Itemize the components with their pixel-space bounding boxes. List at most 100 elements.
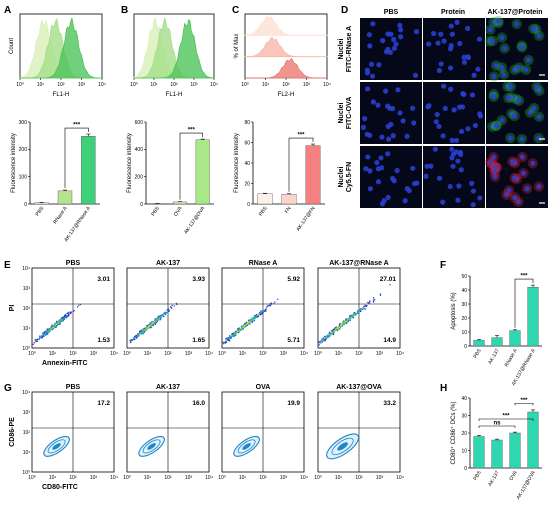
panel-label-a: A: [4, 5, 11, 16]
flowG-xtick: 10⁴: [396, 475, 404, 481]
C-bar-ytick: 40: [244, 161, 250, 167]
flowG-xtick: 10⁰: [123, 475, 131, 481]
flowG-xtick: 10¹: [144, 475, 152, 481]
A-bar-category-2: RNase A: [52, 205, 69, 225]
panel-label-f: F: [440, 260, 446, 271]
H-bar-category-3: OVA: [508, 469, 519, 481]
F-bar-ylabel: Apoptosis (%): [451, 292, 457, 329]
flowE-xtick: 10³: [185, 351, 193, 357]
C-bar-significance: ***: [297, 133, 305, 139]
flowG-ur-4: 33.2: [383, 400, 396, 407]
histogram-a-tick: 10⁴: [98, 82, 106, 88]
micro-row-nuclei-1: Nuclei: [338, 38, 345, 59]
histogram-c-tick: 10⁰: [241, 82, 249, 88]
A-bar-ytick: 0: [24, 202, 27, 208]
flow-plots-e: PBS3.011.5310⁰10⁰10¹10¹10²10²10³10³10⁴10…: [9, 260, 404, 367]
H-bar-significance-3: ***: [520, 398, 528, 404]
histogram-b-tick: 10¹: [150, 82, 158, 88]
flowE-xlabel: Annexin-FITC: [42, 360, 88, 367]
B-bar-bar-2: [172, 201, 187, 205]
flowE-xtick: 10¹: [49, 351, 57, 357]
flowG-xtick: 10²: [69, 475, 77, 481]
flowG-title-2: AK-137: [156, 384, 180, 391]
F-bar-ytick: 10: [461, 330, 467, 336]
histogram-c-tick: 10¹: [262, 82, 270, 88]
histogram-b-curve-3: [134, 19, 215, 79]
flowE-xtick: 10¹: [335, 351, 343, 357]
bar-chart-h: CD80⁺ CD86⁺ DCs (%) 0 10 20 30 40 PBS AK-137 OVA…: [450, 396, 542, 501]
flowE-ur-4: 27.01: [380, 276, 397, 283]
A-bar-significance: ***: [73, 123, 81, 129]
flowG-xtick: 10²: [355, 475, 363, 481]
flowG-xtick: 10⁰: [314, 475, 322, 481]
histogram-a-xlabel: FL1-H: [53, 92, 70, 98]
flowG-title-4: AK-137@OVA: [336, 384, 382, 391]
flowE-xtick: 10²: [164, 351, 172, 357]
C-bar-ytick: 80: [244, 120, 250, 126]
flowG-xtick: 10¹: [49, 475, 57, 481]
flowE-title-4: AK-137@RNase A: [329, 260, 388, 267]
A-bar-ytick: 300: [19, 120, 28, 126]
F-bar-ytick: 20: [461, 316, 467, 322]
flowE-lr-1: 1.53: [97, 337, 110, 344]
flowE-xtick: 10⁰: [28, 351, 36, 357]
flowG-ur-1: 17.2: [97, 400, 110, 407]
histogram-b: 10⁰ 10¹ 10² 10³ 10⁴ FL1-H: [130, 13, 218, 98]
flowE-ylabel: PI: [9, 305, 16, 312]
flowE-ur-1: 3.01: [97, 276, 110, 283]
histogram-a: Count 10⁰ 10¹ 10² 10³ 10⁴ FL1-H: [9, 13, 106, 98]
H-bar-ylabel: CD80⁺ CD86⁺ DCs (%): [450, 401, 457, 464]
C-bar-ylabel: Fluorescence intensity: [234, 133, 240, 193]
flowE-lr-2: 1.65: [192, 337, 205, 344]
panel-label-e: E: [4, 260, 11, 271]
flowE-ytick: 10²: [23, 306, 31, 312]
C-bar-bar-3: [305, 145, 321, 205]
micro-col-2: Protein: [441, 9, 465, 16]
F-bar-bar-4: [527, 287, 539, 347]
H-bar-significance-2: ***: [502, 414, 510, 420]
micro-col-1: PBS: [384, 9, 399, 16]
micro-row-nuclei-2: Nuclei: [338, 102, 345, 123]
flowG-ytick: 10⁴: [22, 390, 30, 396]
histogram-a-curve-3: [20, 17, 102, 79]
flowG-ytick: 10⁰: [22, 470, 30, 476]
flowE-xtick: 10³: [90, 351, 98, 357]
micro-row-label-1: FITC-RNase A: [346, 26, 353, 72]
flowE-xtick: 10²: [355, 351, 363, 357]
micro-row-nuclei-3: Nuclei: [338, 166, 345, 187]
panel-label-d: D: [341, 5, 348, 16]
flowG-ytick: 10³: [23, 410, 31, 416]
A-bar-bar-3: [81, 136, 96, 205]
H-bar-category-2: AK-137: [487, 470, 501, 488]
A-bar-ylabel: Fluorescence intensity: [11, 133, 17, 193]
A-bar-bar-2: [57, 190, 73, 205]
A-bar-ytick: 100: [19, 174, 28, 180]
F-bar-ytick: 40: [461, 288, 467, 294]
flowG-xtick: 10⁴: [110, 475, 118, 481]
flowG-title-1: PBS: [66, 384, 81, 391]
flowE-ytick: 10⁴: [22, 266, 30, 272]
flowE-xtick: 10¹: [144, 351, 152, 357]
flowG-ur-2: 16.0: [192, 400, 205, 407]
flowE-xtick: 10⁴: [110, 351, 118, 357]
F-bar-ytick: 0: [464, 344, 467, 350]
flowE-ur-3: 5.92: [287, 276, 300, 283]
C-bar-category-1: PBS: [258, 205, 269, 217]
histogram-c-tick: 10²: [282, 82, 290, 88]
C-bar-bar-2: [281, 194, 297, 205]
flowG-ylabel: CD86-PE: [9, 417, 16, 447]
B-bar-ytick: 0: [140, 202, 143, 208]
histogram-c-curve-3: [245, 57, 327, 79]
histogram-a-tick: 10⁰: [16, 82, 24, 88]
B-bar-category-1: PBS: [150, 205, 161, 217]
histogram-c-tick: 10⁴: [323, 82, 331, 88]
histogram-a-tick: 10²: [57, 82, 65, 88]
flowE-xtick: 10³: [280, 351, 288, 357]
F-bar-category-2: AK-137: [487, 348, 501, 366]
F-bar-bar-1: [473, 340, 485, 347]
flowE-xtick: 10¹: [239, 351, 247, 357]
F-bar-bar-3: [509, 330, 521, 347]
flowE-xtick: 10⁴: [300, 351, 308, 357]
flowE-xtick: 10³: [376, 351, 384, 357]
